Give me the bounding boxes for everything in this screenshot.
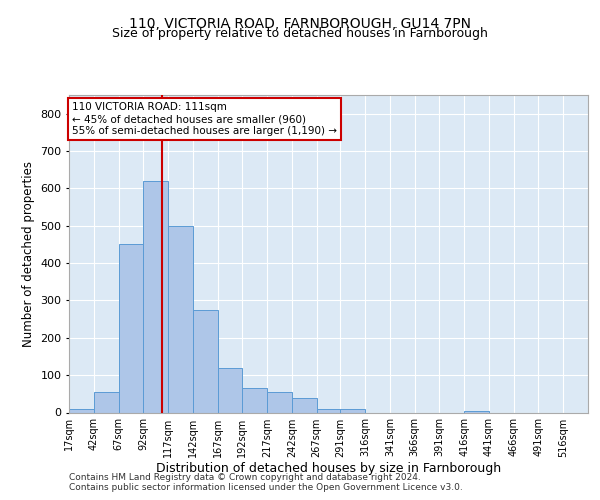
Bar xyxy=(317,409,341,412)
Text: Contains public sector information licensed under the Open Government Licence v3: Contains public sector information licen… xyxy=(69,482,463,492)
Bar xyxy=(340,409,365,412)
Bar xyxy=(94,392,119,412)
Bar xyxy=(119,244,143,412)
Bar xyxy=(193,310,218,412)
Bar xyxy=(69,409,94,412)
Text: 110 VICTORIA ROAD: 111sqm
← 45% of detached houses are smaller (960)
55% of semi: 110 VICTORIA ROAD: 111sqm ← 45% of detac… xyxy=(72,102,337,136)
Bar xyxy=(143,181,168,412)
Bar xyxy=(464,410,489,412)
Bar xyxy=(267,392,292,412)
X-axis label: Distribution of detached houses by size in Farnborough: Distribution of detached houses by size … xyxy=(156,462,501,475)
Text: Size of property relative to detached houses in Farnborough: Size of property relative to detached ho… xyxy=(112,28,488,40)
Y-axis label: Number of detached properties: Number of detached properties xyxy=(22,161,35,347)
Bar xyxy=(218,368,242,412)
Bar xyxy=(242,388,267,412)
Bar xyxy=(292,398,317,412)
Text: Contains HM Land Registry data © Crown copyright and database right 2024.: Contains HM Land Registry data © Crown c… xyxy=(69,472,421,482)
Bar xyxy=(168,226,193,412)
Text: 110, VICTORIA ROAD, FARNBOROUGH, GU14 7PN: 110, VICTORIA ROAD, FARNBOROUGH, GU14 7P… xyxy=(129,18,471,32)
